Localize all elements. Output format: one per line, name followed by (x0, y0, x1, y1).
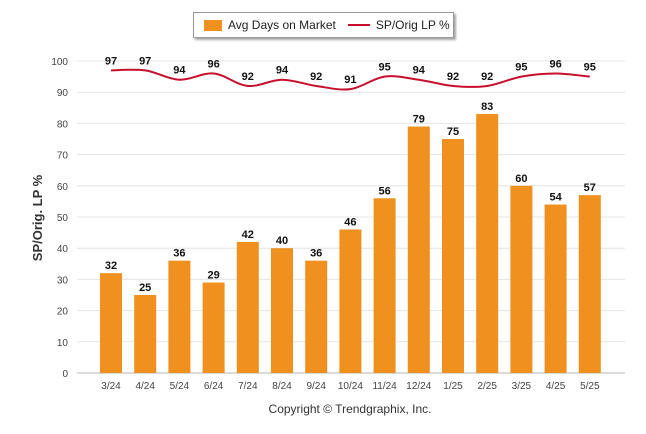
bar-data-label: 46 (344, 216, 356, 228)
bar (442, 139, 464, 373)
y-tick-label: 60 (57, 182, 69, 193)
bar (305, 260, 328, 373)
x-tick-label: 4/25 (546, 381, 566, 392)
legend-item-bar: Avg Days on Market (194, 18, 336, 32)
x-tick-label: 3/24 (101, 381, 121, 392)
bar-data-label: 83 (481, 101, 493, 113)
line-data-label: 92 (242, 71, 254, 83)
bar-data-label: 36 (173, 248, 185, 260)
bar-data-label: 32 (105, 260, 117, 272)
x-tick-label: 5/24 (170, 381, 190, 392)
bar (476, 114, 499, 373)
bar-data-label: 54 (549, 192, 562, 204)
line-data-label: 91 (344, 74, 356, 86)
bar (202, 282, 225, 373)
copyright-text: Copyright © Trendgraphix, Inc. (268, 402, 432, 416)
sp-orig-lp-line (110, 68, 590, 91)
line-data-label: 95 (378, 62, 390, 74)
line-data-label: 92 (447, 71, 459, 83)
y-tick-label: 40 (57, 244, 69, 255)
bar (510, 185, 533, 373)
bar-data-label: 25 (139, 282, 151, 294)
line-data-label: 94 (276, 65, 289, 77)
line-data-label: 92 (481, 71, 493, 83)
line-data-label: 92 (310, 71, 322, 83)
bar (100, 273, 122, 373)
y-tick-label: 50 (57, 213, 69, 224)
bar (271, 248, 293, 373)
y-tick-label: 70 (57, 151, 69, 162)
y-axis-label: SP/Orig. LP % (30, 174, 45, 261)
line-data-label: 95 (515, 62, 527, 74)
bar-data-label: 29 (207, 270, 219, 282)
legend: Avg Days on Market SP/Orig LP % (193, 12, 454, 38)
bar-data-label: 75 (447, 126, 459, 138)
line-data-label: 96 (207, 58, 219, 70)
line-data-label: 97 (105, 55, 117, 67)
x-tick-label: 1/25 (443, 381, 463, 392)
x-tick-label: 11/24 (372, 381, 397, 392)
x-tick-label: 6/24 (204, 381, 224, 392)
x-tick-label: 8/24 (272, 381, 292, 392)
bar-data-label: 60 (515, 173, 527, 185)
bar (407, 126, 430, 374)
x-tick-label: 9/24 (306, 381, 326, 392)
x-tick-label: 12/24 (406, 381, 431, 392)
bar (236, 241, 259, 373)
bar (544, 204, 567, 373)
bar (168, 260, 191, 373)
line-series (110, 68, 590, 91)
bar-series (100, 114, 601, 374)
bar-data-label: 79 (413, 114, 425, 126)
line-data-label: 94 (173, 65, 186, 77)
x-tick-label: 4/24 (135, 381, 155, 392)
bar (578, 195, 601, 373)
line-data-label: 97 (139, 55, 151, 67)
x-tick-label: 7/24 (238, 381, 258, 392)
x-tick-label: 3/25 (512, 381, 532, 392)
bar-data-label: 57 (584, 182, 596, 194)
bar-data-label: 36 (310, 248, 322, 260)
bar-data-labels: 32 25 36 29 42 40 36 46 56 79 75 83 60 54 57 (105, 101, 596, 294)
line-data-label: 95 (584, 62, 596, 74)
x-axis-ticks: 3/24 4/24 5/24 6/24 7/24 8/24 9/24 10/24 11/24 12… (101, 381, 600, 392)
y-tick-label: 30 (57, 275, 69, 286)
legend-line-label: SP/Orig LP % (375, 18, 450, 32)
y-tick-label: 20 (57, 307, 69, 318)
bar (134, 295, 157, 373)
y-tick-label: 80 (57, 119, 69, 130)
bar (373, 198, 396, 373)
bar-swatch-icon (204, 19, 222, 31)
x-tick-label: 2/25 (477, 381, 497, 392)
line-data-label: 94 (413, 65, 426, 77)
line-data-label: 96 (549, 58, 561, 70)
y-axis-ticks: 0 10 20 30 40 50 60 70 80 90 100 (51, 57, 68, 380)
x-tick-label: 5/25 (580, 381, 600, 392)
y-tick-label: 10 (57, 338, 69, 349)
legend-bar-label: Avg Days on Market (228, 18, 336, 32)
y-tick-label: 90 (57, 88, 69, 99)
legend-item-line: SP/Orig LP % (336, 18, 450, 32)
bar-data-label: 42 (242, 229, 254, 241)
x-tick-label: 10/24 (338, 381, 363, 392)
bar-data-label: 40 (276, 235, 288, 247)
line-swatch-icon (347, 24, 370, 26)
bar (339, 229, 362, 373)
y-tick-label: 100 (51, 57, 68, 68)
line-data-labels: 97 97 94 96 92 94 92 91 95 94 92 92 95 96 95 (105, 55, 596, 86)
bar-data-label: 56 (378, 185, 390, 197)
y-tick-label: 0 (62, 369, 68, 380)
